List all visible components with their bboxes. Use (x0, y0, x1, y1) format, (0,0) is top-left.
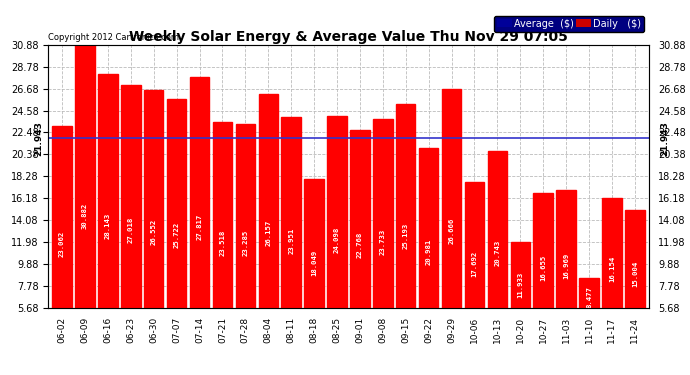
Text: 25.722: 25.722 (174, 221, 179, 248)
Text: 16.969: 16.969 (563, 253, 569, 279)
Text: 25.193: 25.193 (403, 223, 408, 249)
Text: 17.692: 17.692 (471, 251, 477, 277)
Text: 23.285: 23.285 (242, 230, 248, 256)
Bar (625, 210, 644, 308)
Text: 23.951: 23.951 (288, 228, 294, 254)
Text: 11.933: 11.933 (518, 272, 523, 298)
Bar (121, 85, 141, 308)
Text: 24.098: 24.098 (334, 227, 340, 254)
Bar (52, 126, 72, 308)
Legend: Average  ($), Daily   ($): Average ($), Daily ($) (494, 16, 644, 32)
Text: 26.552: 26.552 (150, 218, 157, 244)
Text: 20.743: 20.743 (494, 240, 500, 266)
Text: 15.004: 15.004 (632, 260, 638, 286)
Bar (511, 242, 530, 308)
Bar (419, 148, 438, 308)
Text: 23.062: 23.062 (59, 231, 65, 257)
Text: 22.768: 22.768 (357, 232, 363, 258)
Bar (396, 104, 415, 308)
Bar (98, 74, 117, 308)
Text: 20.981: 20.981 (426, 238, 432, 265)
Bar (304, 178, 324, 308)
Text: 26.157: 26.157 (265, 220, 271, 246)
Bar (327, 116, 347, 308)
Text: 21.943: 21.943 (660, 121, 669, 156)
Bar (190, 77, 209, 308)
Bar (75, 45, 95, 308)
Text: 27.018: 27.018 (128, 217, 134, 243)
Bar (350, 129, 370, 308)
Text: 26.666: 26.666 (448, 218, 455, 244)
Bar (442, 89, 462, 308)
Text: 21.943: 21.943 (34, 121, 43, 156)
Text: 23.733: 23.733 (380, 228, 386, 255)
Bar (282, 117, 301, 308)
Bar (259, 94, 278, 308)
Bar (144, 90, 164, 308)
Title: Weekly Solar Energy & Average Value Thu Nov 29 07:05: Weekly Solar Energy & Average Value Thu … (129, 30, 568, 44)
Bar (213, 122, 232, 308)
Text: 30.882: 30.882 (82, 202, 88, 229)
Bar (488, 151, 507, 308)
Bar (556, 190, 576, 308)
Bar (167, 99, 186, 308)
Text: 16.655: 16.655 (540, 254, 546, 280)
Text: 27.817: 27.817 (197, 214, 203, 240)
Bar (602, 198, 622, 308)
Bar (373, 120, 393, 308)
Bar (465, 182, 484, 308)
Text: 18.049: 18.049 (311, 249, 317, 276)
Bar (235, 124, 255, 308)
Text: 23.518: 23.518 (219, 230, 226, 256)
Text: Copyright 2012 Cartronics.com: Copyright 2012 Cartronics.com (48, 33, 179, 42)
Bar (533, 193, 553, 308)
Text: 28.143: 28.143 (105, 213, 111, 239)
Text: 8.477: 8.477 (586, 286, 592, 308)
Bar (580, 278, 599, 308)
Text: 16.154: 16.154 (609, 256, 615, 282)
